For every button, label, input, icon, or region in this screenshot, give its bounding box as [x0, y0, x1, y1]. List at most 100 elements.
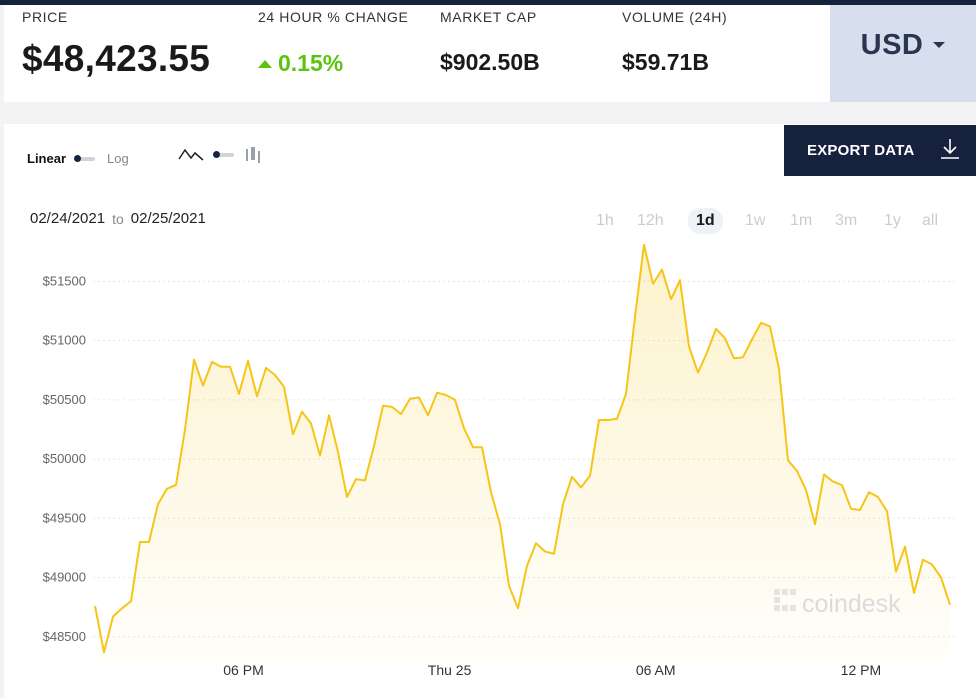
line-chart-icon[interactable]: [178, 147, 204, 163]
chart-type-switch[interactable]: [213, 151, 234, 158]
price-point: [589, 475, 591, 477]
price-point: [427, 414, 429, 416]
price-point: [571, 476, 573, 478]
range-start-date[interactable]: 02/24/2021: [30, 210, 106, 227]
candlestick-icon[interactable]: [244, 146, 262, 164]
price-point: [823, 473, 825, 475]
price-point: [103, 651, 105, 653]
price-point: [778, 368, 780, 370]
change-value: 0.15%: [278, 50, 344, 76]
price-point: [598, 419, 600, 421]
price-point: [517, 607, 519, 609]
price-area-fill: [95, 244, 950, 664]
market-cap-label: MARKET CAP: [440, 9, 537, 25]
price-point: [814, 523, 816, 525]
price-point: [283, 386, 285, 388]
chevron-down-icon: [933, 42, 946, 48]
price-value: $48,423.55: [22, 38, 211, 79]
market-cap-value: $902.50B: [440, 49, 540, 75]
price-point: [841, 484, 843, 486]
price-point: [355, 478, 357, 480]
price-point: [769, 325, 771, 327]
price-point: [868, 491, 870, 493]
price-point: [652, 283, 654, 285]
price-point: [202, 384, 204, 386]
price-point: [463, 427, 465, 429]
period-12h[interactable]: 12h: [637, 212, 664, 229]
price-point: [796, 470, 798, 472]
period-selector: 1h 12h 1d 1w 1m 3m 1y all: [584, 208, 964, 238]
price-point: [346, 496, 348, 498]
price-point: [535, 542, 537, 544]
price-point: [472, 446, 474, 448]
change-label: 24 HOUR % CHANGE: [258, 9, 409, 25]
price-point: [922, 559, 924, 561]
price-point: [742, 356, 744, 358]
price-point: [454, 399, 456, 401]
period-1d[interactable]: 1d: [688, 208, 723, 234]
period-1h[interactable]: 1h: [596, 212, 614, 229]
price-point: [481, 446, 483, 448]
chart-type-toggle: [178, 146, 262, 164]
price-point: [409, 398, 411, 400]
price-point: [904, 546, 906, 548]
price-point: [364, 479, 366, 481]
period-1m[interactable]: 1m: [790, 212, 813, 229]
price-point: [490, 491, 492, 493]
price-point: [913, 592, 915, 594]
period-1y[interactable]: 1y: [884, 212, 901, 229]
price-point: [949, 604, 951, 606]
currency-selector[interactable]: USD: [830, 5, 976, 102]
price-point: [157, 503, 159, 505]
price-point: [400, 413, 402, 415]
y-tick-label: $48500: [43, 629, 86, 644]
x-tick-label: 06 PM: [223, 662, 263, 678]
export-data-button[interactable]: EXPORT DATA: [784, 125, 976, 176]
price-point: [679, 279, 681, 281]
price-point: [256, 395, 258, 397]
price-point: [382, 405, 384, 407]
price-point: [121, 607, 123, 609]
price-point: [634, 316, 636, 318]
price-point: [310, 422, 312, 424]
price-point: [733, 357, 735, 359]
price-point: [112, 615, 114, 617]
scale-toggle: Linear Log: [27, 151, 129, 166]
scale-log-option[interactable]: Log: [107, 151, 129, 166]
price-point: [211, 361, 213, 363]
price-point: [166, 488, 168, 490]
y-tick-label: $50000: [43, 451, 86, 466]
price-point: [760, 322, 762, 324]
scale-linear-option[interactable]: Linear: [27, 151, 67, 166]
price-point: [643, 244, 645, 246]
price-line: [94, 243, 951, 654]
period-3m[interactable]: 3m: [835, 212, 858, 229]
price-point: [787, 459, 789, 461]
price-point: [139, 541, 141, 543]
top-border: [0, 0, 976, 5]
scale-switch-knob: [74, 154, 82, 162]
price-point: [247, 360, 249, 362]
price-point: [391, 406, 393, 408]
price-point: [931, 563, 933, 565]
x-tick-label: Thu 25: [428, 662, 472, 678]
period-all[interactable]: all: [922, 212, 939, 229]
price-label: PRICE: [22, 9, 68, 25]
price-point: [616, 418, 618, 420]
price-point: [805, 489, 807, 491]
download-icon: [941, 139, 959, 159]
price-point: [859, 509, 861, 511]
price-point: [697, 371, 699, 373]
price-point: [661, 268, 663, 270]
price-point: [337, 451, 339, 453]
price-point: [175, 484, 177, 486]
range-end-date[interactable]: 02/25/2021: [130, 210, 206, 227]
price-point: [292, 433, 294, 435]
price-point: [526, 565, 528, 567]
price-point: [274, 374, 276, 376]
price-point: [436, 392, 438, 394]
period-1w[interactable]: 1w: [745, 212, 766, 229]
scale-switch[interactable]: [74, 154, 96, 162]
price-point: [751, 338, 753, 340]
y-tick-label: $51500: [43, 273, 86, 288]
